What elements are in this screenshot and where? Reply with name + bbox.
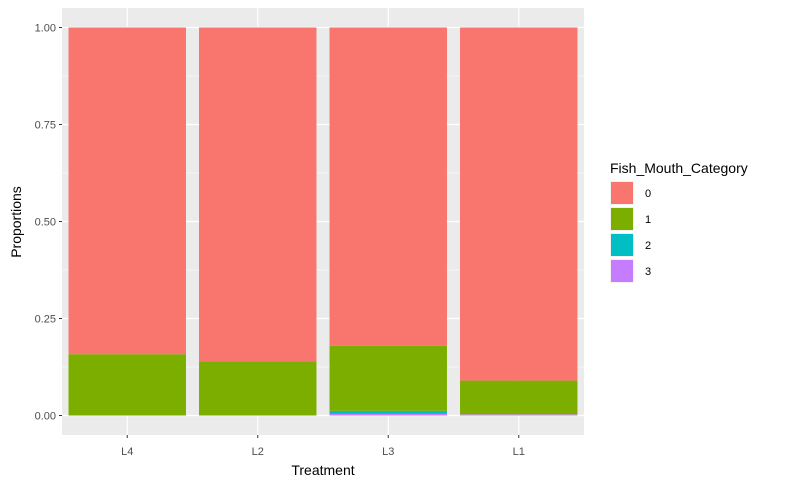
y-tick-label: 0.00 xyxy=(35,411,56,423)
x-axis-title: Treatment xyxy=(291,462,354,478)
y-tick-label: 1.00 xyxy=(35,23,56,35)
legend-swatch-0 xyxy=(611,182,633,204)
bar-segment-L3-cat-2 xyxy=(329,410,447,414)
bar-segment-L3-cat-1 xyxy=(329,345,447,411)
bars xyxy=(68,27,578,416)
bar-segment-L2-cat-1 xyxy=(199,361,317,416)
x-tick-label: L3 xyxy=(382,446,394,458)
bar-segment-L4-cat-0 xyxy=(68,27,186,355)
bar-segment-L2-cat-0 xyxy=(199,27,317,362)
bar-segment-L3-cat-3 xyxy=(329,413,447,416)
y-axis: 0.00 0.25 0.50 0.75 1.00 xyxy=(35,23,62,423)
y-tick-label: 0.25 xyxy=(35,314,56,326)
x-tick-label: L4 xyxy=(121,446,133,458)
bar-segment-L1-cat-1 xyxy=(460,380,578,415)
legend: Fish_Mouth_Category 0 1 2 3 xyxy=(610,160,748,283)
x-tick-label: L2 xyxy=(252,446,264,458)
bar-segment-L1-cat-0 xyxy=(460,27,578,381)
x-axis: L4 L2 L3 L1 xyxy=(121,435,525,458)
bar-segment-L4-cat-1 xyxy=(68,354,186,416)
bar-segment-L3-cat-0 xyxy=(329,27,447,346)
legend-swatch-1 xyxy=(611,208,633,230)
legend-label-2: 2 xyxy=(645,240,651,252)
legend-label-3: 3 xyxy=(645,266,651,278)
legend-title: Fish_Mouth_Category xyxy=(610,160,748,176)
legend-label-0: 0 xyxy=(645,188,651,200)
y-axis-title: Proportions xyxy=(8,186,24,258)
legend-swatch-2 xyxy=(611,234,633,256)
x-tick-label: L1 xyxy=(513,446,525,458)
legend-swatch-3 xyxy=(611,260,633,282)
y-tick-label: 0.50 xyxy=(35,217,56,229)
bar-segment-L1-cat-3 xyxy=(460,414,578,416)
y-tick-label: 0.75 xyxy=(35,120,56,132)
legend-label-1: 1 xyxy=(645,214,651,226)
